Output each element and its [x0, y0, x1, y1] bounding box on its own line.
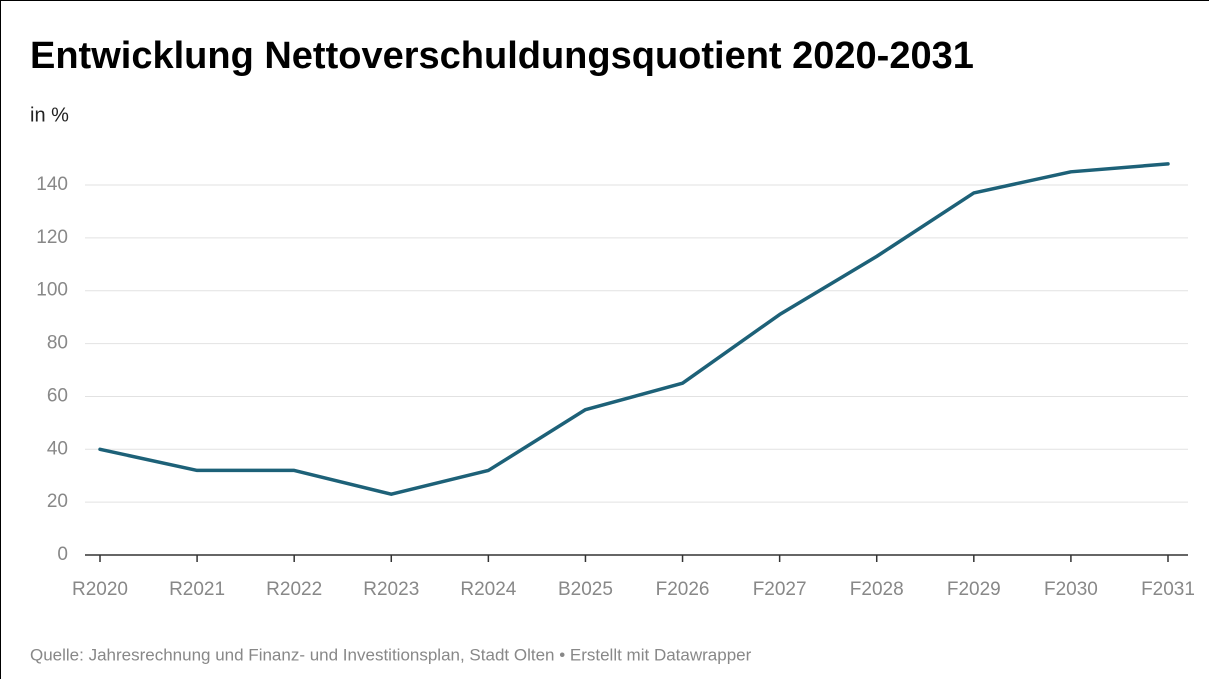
- source-note: Quelle: Jahresrechnung und Finanz- und I…: [30, 645, 752, 664]
- x-tick-label: R2024: [460, 579, 516, 600]
- y-tick-label: 100: [36, 280, 68, 301]
- chart-title: Entwicklung Nettoverschuldungsquotient 2…: [30, 35, 974, 77]
- line-series: [98, 162, 1170, 496]
- x-tick-label: F2029: [947, 579, 1001, 600]
- x-tick-label: R2021: [169, 579, 225, 600]
- x-tick-label: F2027: [753, 579, 807, 600]
- y-tick-label: 120: [36, 227, 68, 248]
- y-tick-label: 20: [47, 491, 68, 512]
- y-tick-label: 0: [57, 544, 68, 565]
- y-tick-label: 40: [47, 438, 68, 459]
- y-tick-label: 60: [47, 385, 68, 406]
- y-tick-label: 80: [47, 333, 68, 354]
- x-tick-label: B2025: [558, 579, 613, 600]
- chart-subtitle: in %: [30, 104, 69, 126]
- x-tick-label: R2022: [266, 579, 322, 600]
- x-tick-label: F2028: [850, 579, 904, 600]
- y-tick-label: 140: [36, 174, 68, 195]
- x-tick-label: R2023: [363, 579, 419, 600]
- x-tick-label: R2020: [72, 579, 128, 600]
- x-tick-label: F2030: [1044, 579, 1098, 600]
- x-tick-label: F2031: [1141, 579, 1195, 600]
- x-tick-label: F2026: [656, 579, 710, 600]
